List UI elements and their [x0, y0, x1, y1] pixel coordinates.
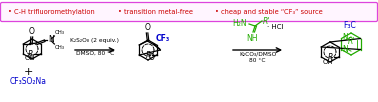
Text: OH: OH — [322, 59, 333, 65]
Text: NH: NH — [246, 34, 258, 43]
Text: K₂CO₃/DMSO: K₂CO₃/DMSO — [239, 51, 276, 56]
Text: CH₃: CH₃ — [54, 30, 65, 35]
Text: CF₃: CF₃ — [155, 34, 170, 43]
Text: O: O — [144, 23, 150, 32]
Text: H₂N: H₂N — [232, 19, 247, 28]
Text: • cheap and stable “CF₃” source: • cheap and stable “CF₃” source — [215, 9, 323, 15]
Text: N: N — [342, 33, 348, 42]
Text: N: N — [48, 35, 54, 44]
Text: DMSO, 80 °C: DMSO, 80 °C — [76, 51, 114, 56]
Text: O: O — [28, 27, 34, 35]
Text: F₃C: F₃C — [344, 21, 356, 30]
Text: 80 °C: 80 °C — [249, 58, 266, 63]
Text: R: R — [146, 50, 151, 59]
Text: R: R — [28, 49, 33, 59]
Text: CH₃: CH₃ — [54, 45, 65, 50]
Text: R': R' — [347, 37, 355, 46]
Text: K₂S₂O₈ (2 equiv.): K₂S₂O₈ (2 equiv.) — [71, 38, 119, 43]
Text: CF₃SO₂Na: CF₃SO₂Na — [9, 76, 46, 85]
Text: · HCl: · HCl — [267, 24, 284, 30]
Text: +: + — [23, 67, 33, 77]
Text: • C-H trifluoromethylation: • C-H trifluoromethylation — [8, 9, 95, 15]
Text: R: R — [328, 53, 333, 62]
Text: N: N — [342, 45, 348, 54]
Text: O: O — [149, 54, 154, 63]
Text: R': R' — [263, 17, 270, 26]
Text: OH: OH — [24, 55, 35, 61]
FancyBboxPatch shape — [0, 3, 378, 22]
Text: • transition metal-free: • transition metal-free — [118, 9, 193, 15]
